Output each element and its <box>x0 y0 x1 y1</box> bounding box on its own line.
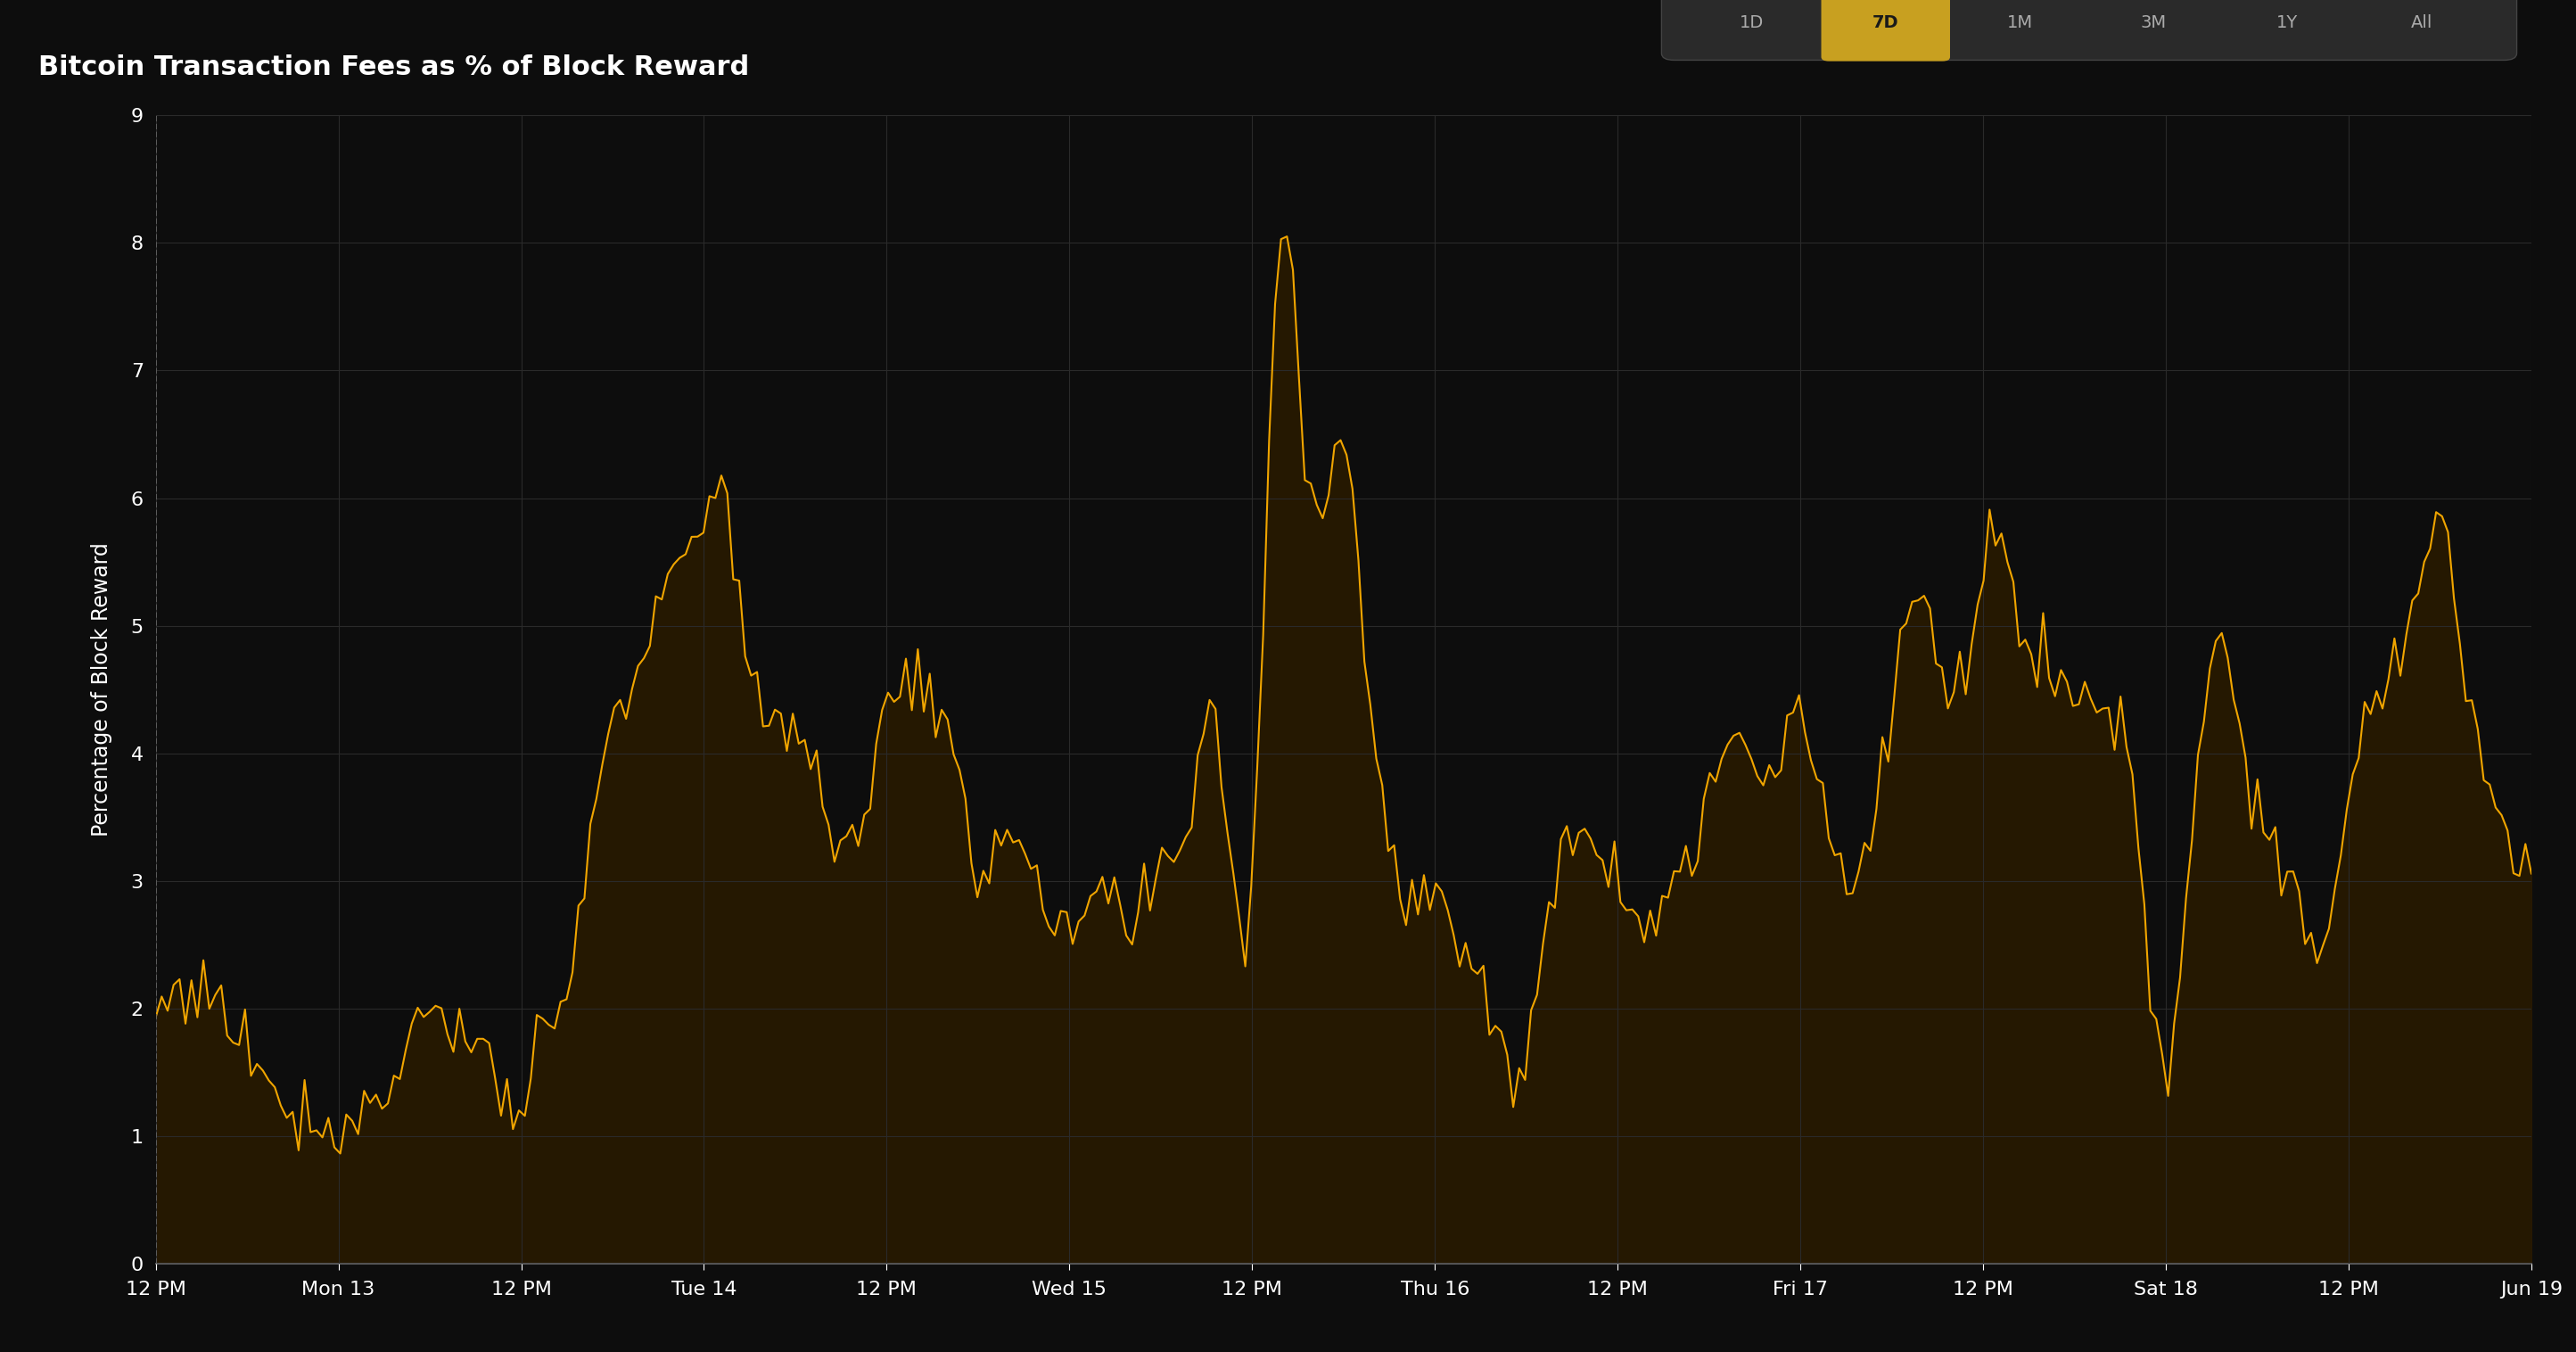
Text: 7D: 7D <box>1873 15 1899 31</box>
Y-axis label: Percentage of Block Reward: Percentage of Block Reward <box>90 542 111 837</box>
Text: Bitcoin Transaction Fees as % of Block Reward: Bitcoin Transaction Fees as % of Block R… <box>39 54 750 80</box>
Text: 1M: 1M <box>2007 15 2032 31</box>
Text: 3M: 3M <box>2141 15 2166 31</box>
Text: 1Y: 1Y <box>2277 15 2298 31</box>
Text: All: All <box>2411 15 2432 31</box>
Text: 1D: 1D <box>1739 15 1765 31</box>
